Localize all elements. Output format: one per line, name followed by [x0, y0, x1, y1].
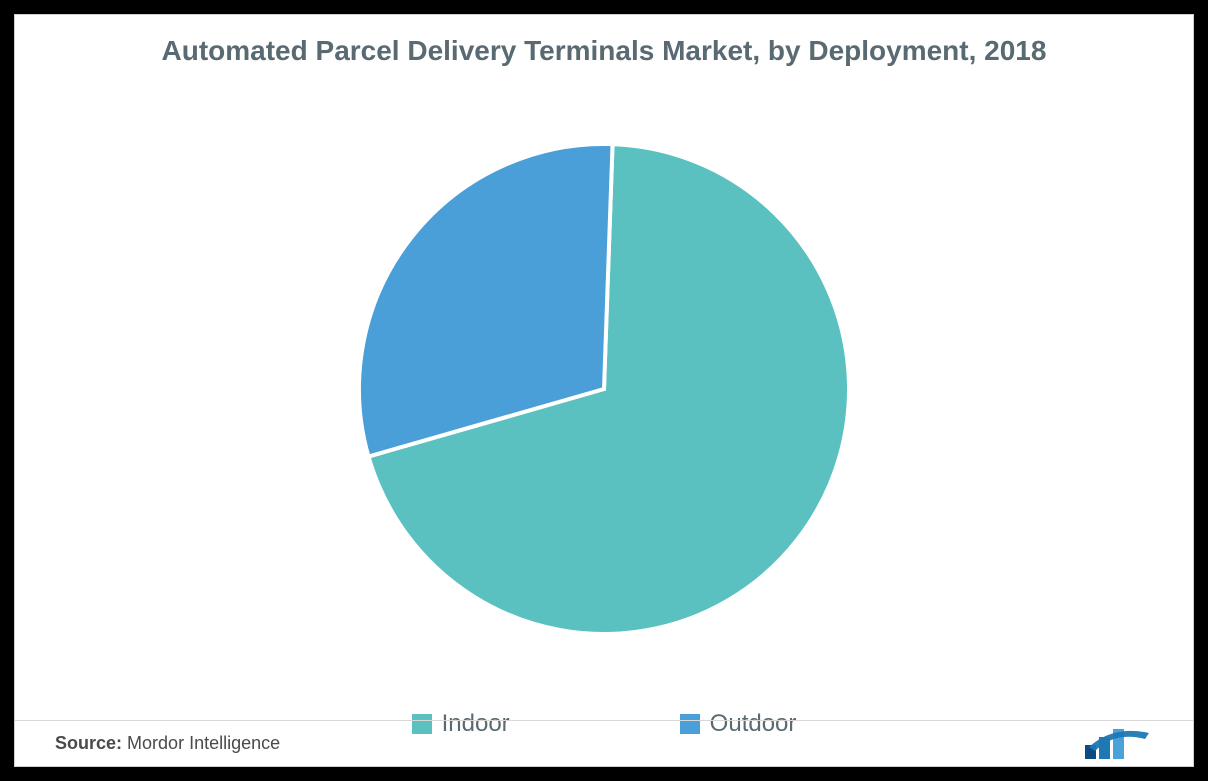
source-attribution: Source: Mordor Intelligence: [55, 733, 280, 754]
pie-chart: [344, 129, 864, 649]
mordor-logo-icon: [1083, 727, 1153, 761]
chart-card: Automated Parcel Delivery Terminals Mark…: [14, 14, 1194, 767]
chart-title: Automated Parcel Delivery Terminals Mark…: [162, 33, 1047, 68]
source-prefix: Source:: [55, 733, 122, 753]
chart-area: [15, 68, 1193, 710]
source-name: Mordor Intelligence: [127, 733, 280, 753]
footer-bar: Source: Mordor Intelligence: [15, 720, 1193, 766]
